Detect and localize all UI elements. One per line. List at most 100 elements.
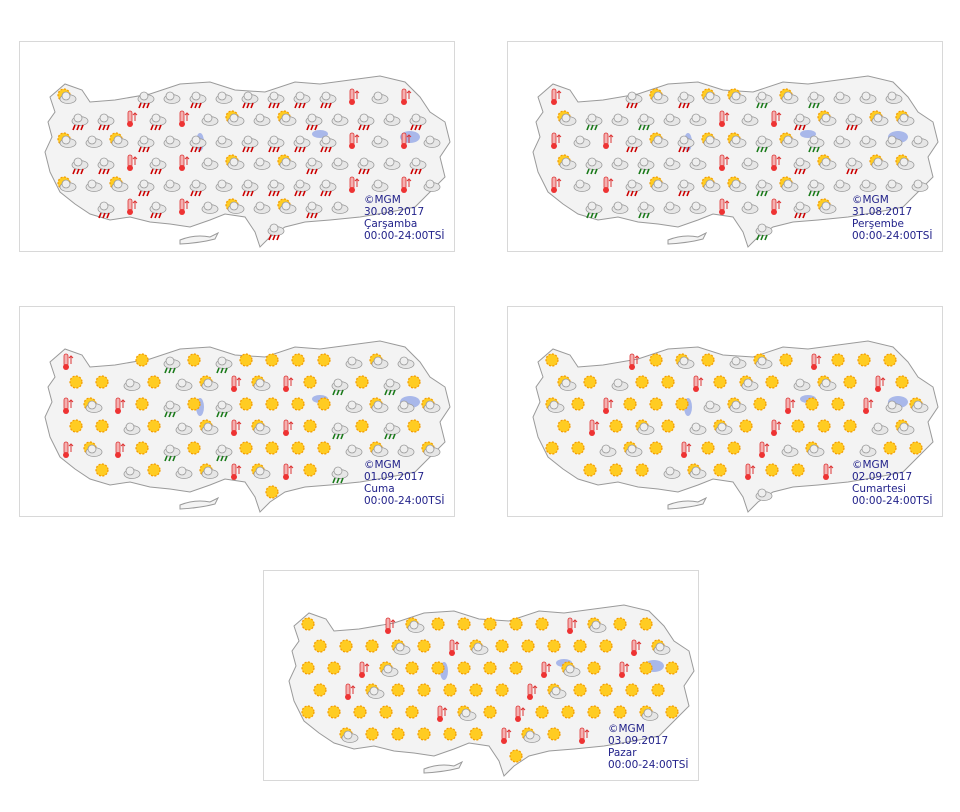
weather-icon (713, 375, 727, 389)
weather-icon (305, 157, 323, 175)
weather-icon (573, 683, 587, 697)
caption-credit: ©MGM (364, 194, 401, 206)
weather-icon (805, 397, 819, 411)
weather-icon (701, 176, 721, 192)
weather-icon (57, 176, 77, 192)
weather-icon (267, 179, 285, 197)
weather-icon (495, 639, 509, 653)
weather-icon (83, 441, 103, 457)
weather-icon (137, 179, 155, 197)
lake (312, 130, 328, 138)
weather-icon (557, 375, 577, 391)
weather-icon (779, 88, 799, 104)
weather-icon (365, 683, 385, 699)
weather-icon (547, 683, 567, 699)
weather-icon (277, 198, 297, 214)
weather-icon (163, 444, 181, 462)
weather-icon (241, 179, 259, 197)
weather-icon (303, 419, 317, 433)
weather-icon (765, 463, 779, 477)
weather-icon (283, 375, 294, 392)
weather-icon (623, 397, 637, 411)
weather-icon (215, 356, 233, 374)
weather-icon (469, 639, 489, 655)
weather-icon (909, 397, 929, 413)
map-panel: ©MGM 30.08.2017 Çarşamba 00:00-24:00TSİ (19, 41, 455, 252)
weather-icon (397, 356, 415, 369)
caption-date: 30.08.2017 (364, 206, 425, 218)
weather-icon (727, 132, 747, 148)
weather-icon (599, 444, 617, 457)
weather-icon (69, 419, 83, 433)
weather-icon (339, 727, 359, 743)
weather-icon (199, 463, 219, 479)
weather-icon (291, 353, 305, 367)
weather-icon (371, 179, 389, 192)
weather-icon (301, 705, 315, 719)
weather-icon (509, 661, 523, 675)
weather-icon (701, 132, 721, 148)
caption-day: Cumartesi (852, 483, 906, 495)
weather-icon (785, 397, 796, 414)
weather-icon (71, 113, 89, 131)
weather-icon (551, 176, 562, 193)
weather-icon (843, 375, 857, 389)
weather-icon (613, 617, 627, 631)
weather-icon (863, 397, 874, 414)
map (532, 75, 939, 248)
weather-icon (483, 661, 497, 675)
weather-icon (689, 201, 707, 214)
weather-icon (379, 661, 399, 677)
weather-icon (611, 113, 629, 126)
weather-icon (63, 441, 74, 458)
weather-icon (383, 113, 401, 126)
weather-icon (625, 91, 643, 109)
weather-icon (545, 353, 559, 367)
weather-icon (551, 132, 562, 149)
weather-icon (739, 419, 753, 433)
weather-icon (179, 198, 190, 215)
weather-icon (383, 422, 401, 440)
weather-icon (319, 91, 337, 109)
weather-icon (755, 488, 773, 501)
weather-icon (253, 201, 271, 214)
weather-icon (305, 113, 323, 131)
weather-icon (535, 705, 549, 719)
weather-icon (661, 419, 675, 433)
weather-icon (823, 463, 834, 480)
weather-icon (885, 135, 903, 148)
weather-icon (689, 113, 707, 126)
weather-icon (225, 198, 245, 214)
weather-icon (649, 397, 663, 411)
weather-icon (251, 419, 271, 435)
weather-icon (83, 397, 103, 413)
weather-icon (755, 91, 773, 109)
weather-icon (431, 617, 445, 631)
weather-icon (571, 397, 585, 411)
weather-icon (303, 463, 317, 477)
weather-icon (719, 110, 730, 127)
weather-icon (603, 397, 614, 414)
weather-icon (345, 356, 363, 369)
weather-icon (265, 353, 279, 367)
weather-icon (521, 727, 541, 743)
weather-icon (449, 639, 460, 656)
map-panel: ©MGM 02.09.2017 Cumartesi 00:00-24:00TSİ (507, 306, 943, 517)
country-outline (44, 340, 451, 513)
weather-icon (779, 132, 799, 148)
weather-icon (317, 397, 331, 411)
caption-time: 00:00-24:00TSİ (364, 495, 445, 507)
weather-icon (639, 617, 653, 631)
weather-icon (327, 661, 341, 675)
weather-icon (793, 201, 811, 219)
map (532, 340, 939, 513)
caption-time: 00:00-24:00TSİ (852, 495, 933, 507)
weather-icon (421, 397, 441, 413)
weather-icon (745, 463, 756, 480)
weather-icon (331, 201, 349, 214)
island (179, 231, 220, 245)
weather-icon (319, 135, 337, 153)
country-outline (44, 75, 451, 248)
weather-icon (857, 353, 871, 367)
weather-icon (265, 397, 279, 411)
